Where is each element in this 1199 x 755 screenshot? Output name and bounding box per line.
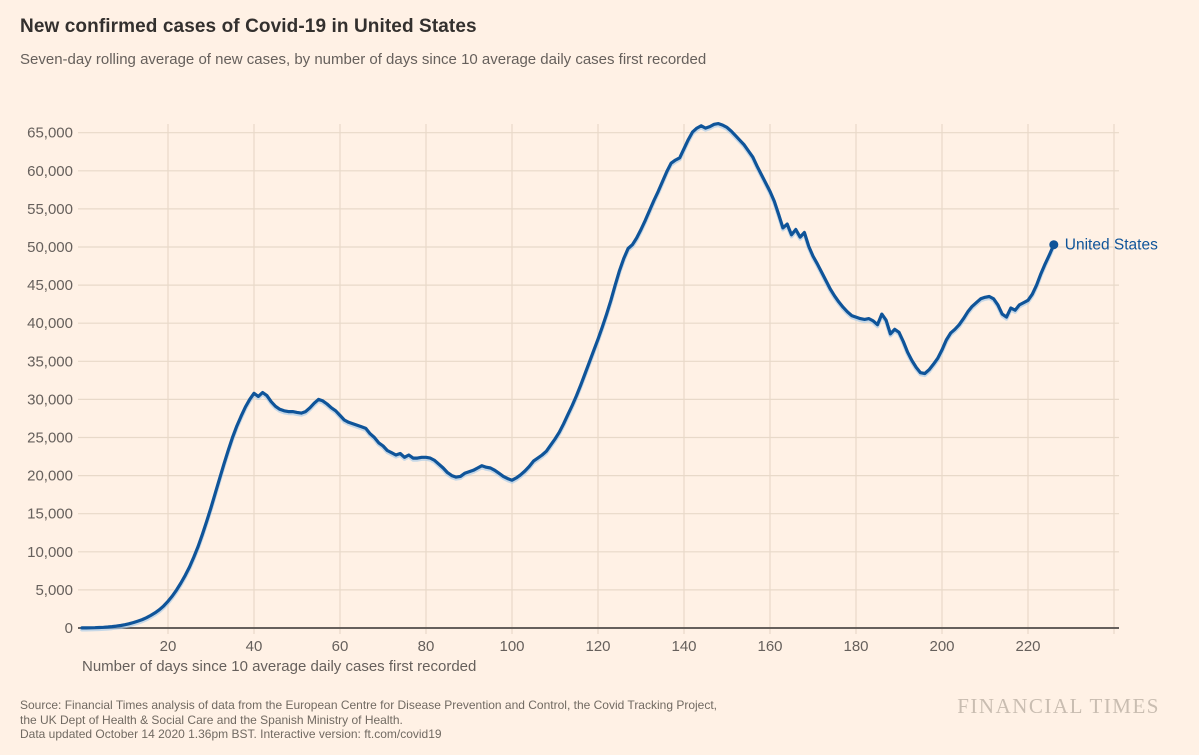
y-tick-label: 50,000 — [27, 239, 73, 256]
page-title: New confirmed cases of Covid-19 in Unite… — [20, 16, 477, 37]
x-tick-label: 140 — [671, 638, 696, 655]
x-tick-label: 80 — [418, 638, 435, 655]
source-line-3: Data updated October 14 2020 1.36pm BST.… — [20, 727, 442, 741]
x-tick-label: 40 — [246, 638, 263, 655]
x-tick-label: 220 — [1015, 638, 1040, 655]
y-tick-label: 55,000 — [27, 201, 73, 218]
ft-watermark: FINANCIAL TIMES — [957, 694, 1160, 718]
series-end-label: United States — [1065, 237, 1158, 254]
x-tick-label: 20 — [160, 638, 177, 655]
y-tick-label: 15,000 — [27, 506, 73, 523]
x-axis-title: Number of days since 10 average daily ca… — [82, 658, 476, 675]
x-tick-label: 60 — [332, 638, 349, 655]
y-tick-label: 45,000 — [27, 277, 73, 294]
x-tick-label: 200 — [929, 638, 954, 655]
x-tick-label: 160 — [757, 638, 782, 655]
x-tick-label: 180 — [843, 638, 868, 655]
y-tick-label: 10,000 — [27, 544, 73, 561]
y-tick-label: 5,000 — [35, 582, 73, 599]
y-tick-label: 60,000 — [27, 163, 73, 180]
y-tick-label: 35,000 — [27, 353, 73, 370]
y-tick-label: 25,000 — [27, 430, 73, 447]
page-subtitle: Seven-day rolling average of new cases, … — [20, 51, 707, 68]
us-cases-line — [80, 121, 1056, 630]
source-line-2: the UK Dept of Health & Social Care and … — [20, 712, 403, 727]
y-tick-label: 20,000 — [27, 468, 73, 485]
source-note: Source: Financial Times analysis of data… — [20, 698, 717, 742]
x-tick-label: 120 — [585, 638, 610, 655]
cases-line-halo — [80, 123, 1056, 632]
y-tick-label: 0 — [65, 620, 73, 637]
source-line-1: Source: Financial Times analysis of data… — [20, 698, 718, 712]
line-end-dot — [1049, 240, 1059, 250]
x-tick-label: 100 — [499, 638, 524, 655]
y-tick-label: 30,000 — [27, 391, 73, 408]
y-tick-label: 40,000 — [27, 315, 73, 332]
y-tick-label: 65,000 — [27, 125, 73, 142]
